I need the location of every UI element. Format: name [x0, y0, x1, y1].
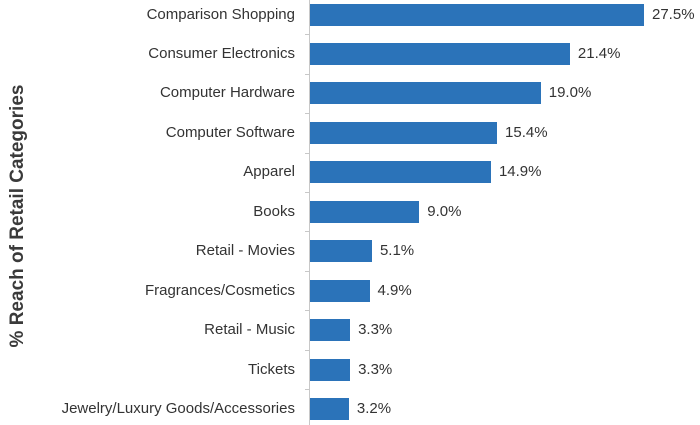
- axis-tick: [305, 270, 309, 272]
- axis-tick: [305, 192, 309, 194]
- bar: [310, 319, 351, 342]
- bar: [310, 200, 420, 223]
- bar-row: Retail - Movies 5.1%: [0, 240, 700, 263]
- bar: [310, 82, 541, 105]
- category-label: Comparison Shopping: [146, 5, 295, 23]
- category-label: Retail - Movies: [195, 242, 295, 260]
- axis-tick: [305, 310, 309, 312]
- axis-tick: [305, 73, 309, 75]
- axis-tick: [305, 389, 309, 391]
- value-label: 3.3%: [358, 321, 393, 339]
- bar-row: Fragrances/Cosmetics 4.9%: [0, 279, 700, 302]
- value-label: 21.4%: [577, 44, 621, 62]
- y-axis-line: [309, 0, 310, 425]
- category-label: Tickets: [248, 360, 295, 378]
- bar: [310, 240, 372, 263]
- axis-tick: [305, 34, 309, 36]
- bar-row: Consumer Electronics 21.4%: [0, 42, 700, 65]
- bar-row: Jewelry/Luxury Goods/Accessories 3.2%: [0, 398, 700, 420]
- axis-tick: [305, 349, 309, 351]
- axis-tick: [305, 231, 309, 233]
- bar-row: Books 9.0%: [0, 200, 700, 223]
- value-label: 4.9%: [377, 281, 412, 299]
- category-label: Fragrances/Cosmetics: [144, 281, 295, 299]
- bar: [310, 279, 370, 302]
- category-label: Books: [253, 202, 295, 220]
- value-label: 27.5%: [652, 5, 695, 23]
- axis-tick: [305, 113, 309, 115]
- bar-row: Tickets 3.3%: [0, 358, 700, 381]
- bar-row: Computer Software 15.4%: [0, 121, 700, 144]
- value-label: 5.1%: [379, 242, 415, 260]
- bar-row: Comparison Shopping 27.5%: [0, 3, 700, 26]
- bar: [310, 3, 644, 26]
- axis-tick: [305, 152, 309, 154]
- category-label: Apparel: [243, 163, 295, 181]
- category-label: Computer Software: [165, 123, 295, 141]
- value-label: 19.0%: [548, 84, 592, 102]
- category-label: Consumer Electronics: [148, 44, 295, 62]
- value-label: 3.3%: [358, 360, 393, 378]
- value-label: 15.4%: [505, 123, 548, 141]
- bar: [310, 398, 349, 420]
- category-label: Jewelry/Luxury Goods/Accessories: [61, 400, 295, 417]
- category-label: Retail - Music: [204, 321, 295, 339]
- bar: [310, 42, 570, 65]
- bar-row: Computer Hardware 19.0%: [0, 82, 700, 105]
- bar-row: Apparel 14.9%: [0, 161, 700, 184]
- category-label: Computer Hardware: [159, 84, 295, 102]
- bar: [310, 358, 351, 381]
- bar: [310, 161, 491, 184]
- value-label: 14.9%: [498, 163, 542, 181]
- bar: [310, 121, 498, 144]
- value-label: 3.2%: [356, 400, 392, 417]
- value-label: 9.0%: [427, 202, 462, 220]
- bar-row: Retail - Music 3.3%: [0, 319, 700, 342]
